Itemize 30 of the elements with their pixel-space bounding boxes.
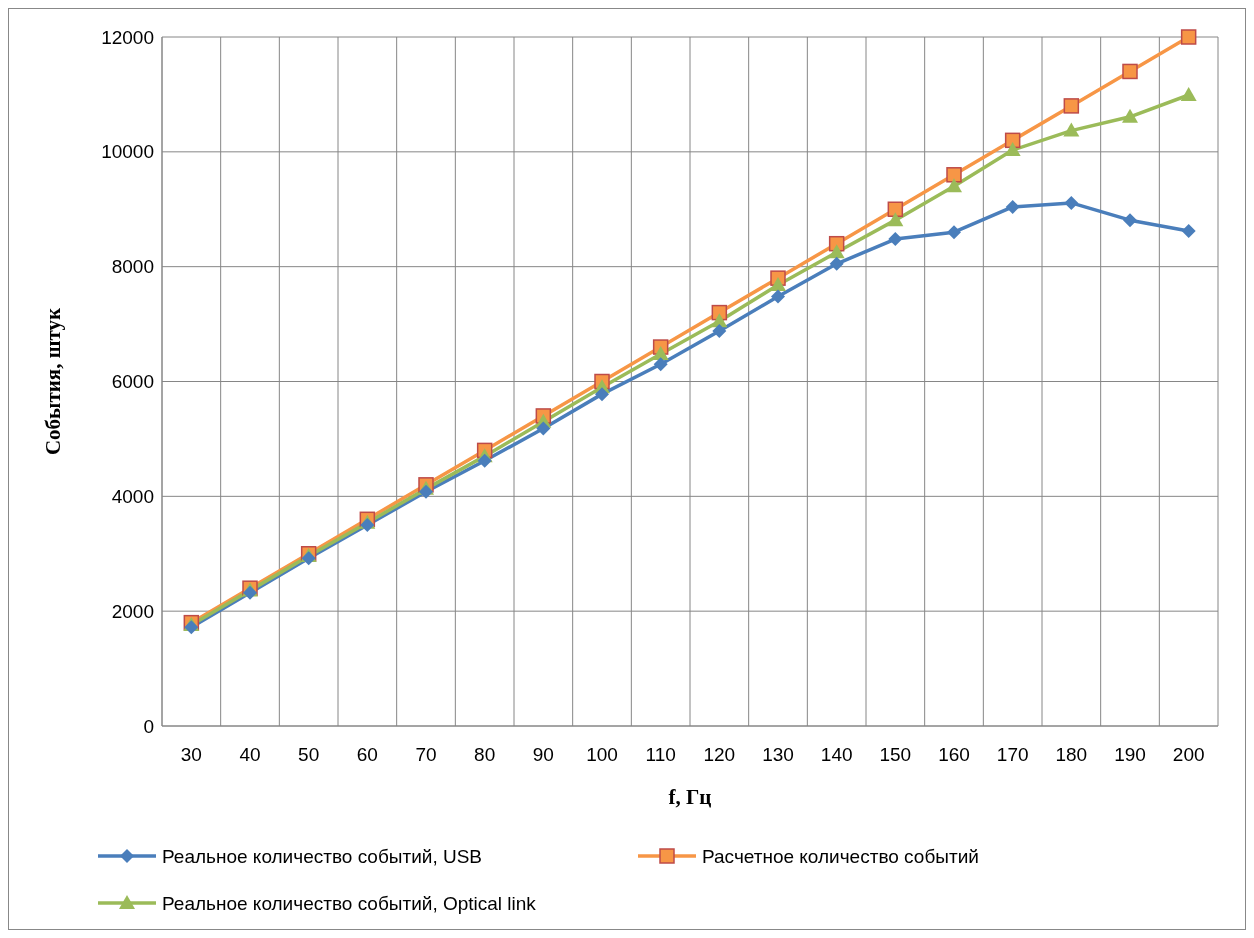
y-tick-label: 4000	[111, 485, 154, 507]
x-tick-label: 160	[938, 744, 970, 765]
x-axis-title: f, Гц	[668, 785, 712, 809]
x-tick-label: 170	[996, 744, 1029, 765]
x-tick-label: 70	[415, 744, 437, 765]
x-tick-label: 100	[586, 744, 618, 765]
x-tick-label: 50	[298, 744, 320, 765]
x-tick-label: 130	[762, 744, 794, 765]
y-tick-label: 8000	[111, 256, 154, 278]
y-tick-label: 6000	[111, 371, 154, 393]
y-tick-label: 12000	[101, 26, 154, 48]
y-tick-label: 10000	[101, 141, 154, 163]
x-tick-label: 110	[645, 744, 676, 765]
x-tick-label: 90	[532, 744, 554, 765]
y-tick-label: 0	[143, 715, 154, 737]
x-tick-label: 120	[703, 744, 736, 765]
x-tick-label: 140	[820, 744, 853, 765]
x-tick-label: 80	[474, 744, 496, 765]
legend-label: Реальное количество событий, USB	[162, 845, 483, 867]
legend-label: Реальное количество событий, Optical link	[162, 892, 537, 914]
y-tick-label: 2000	[111, 600, 154, 622]
y-axis-title: События, штук	[41, 307, 65, 456]
x-tick-label: 180	[1055, 744, 1088, 765]
legend-label: Расчетное количество событий	[702, 845, 979, 867]
x-tick-label: 190	[1114, 744, 1146, 765]
x-tick-label: 40	[239, 744, 261, 765]
x-tick-label: 60	[356, 744, 378, 765]
x-tick-label: 30	[180, 744, 202, 765]
x-tick-label: 200	[1172, 744, 1205, 765]
x-tick-label: 150	[879, 744, 912, 765]
